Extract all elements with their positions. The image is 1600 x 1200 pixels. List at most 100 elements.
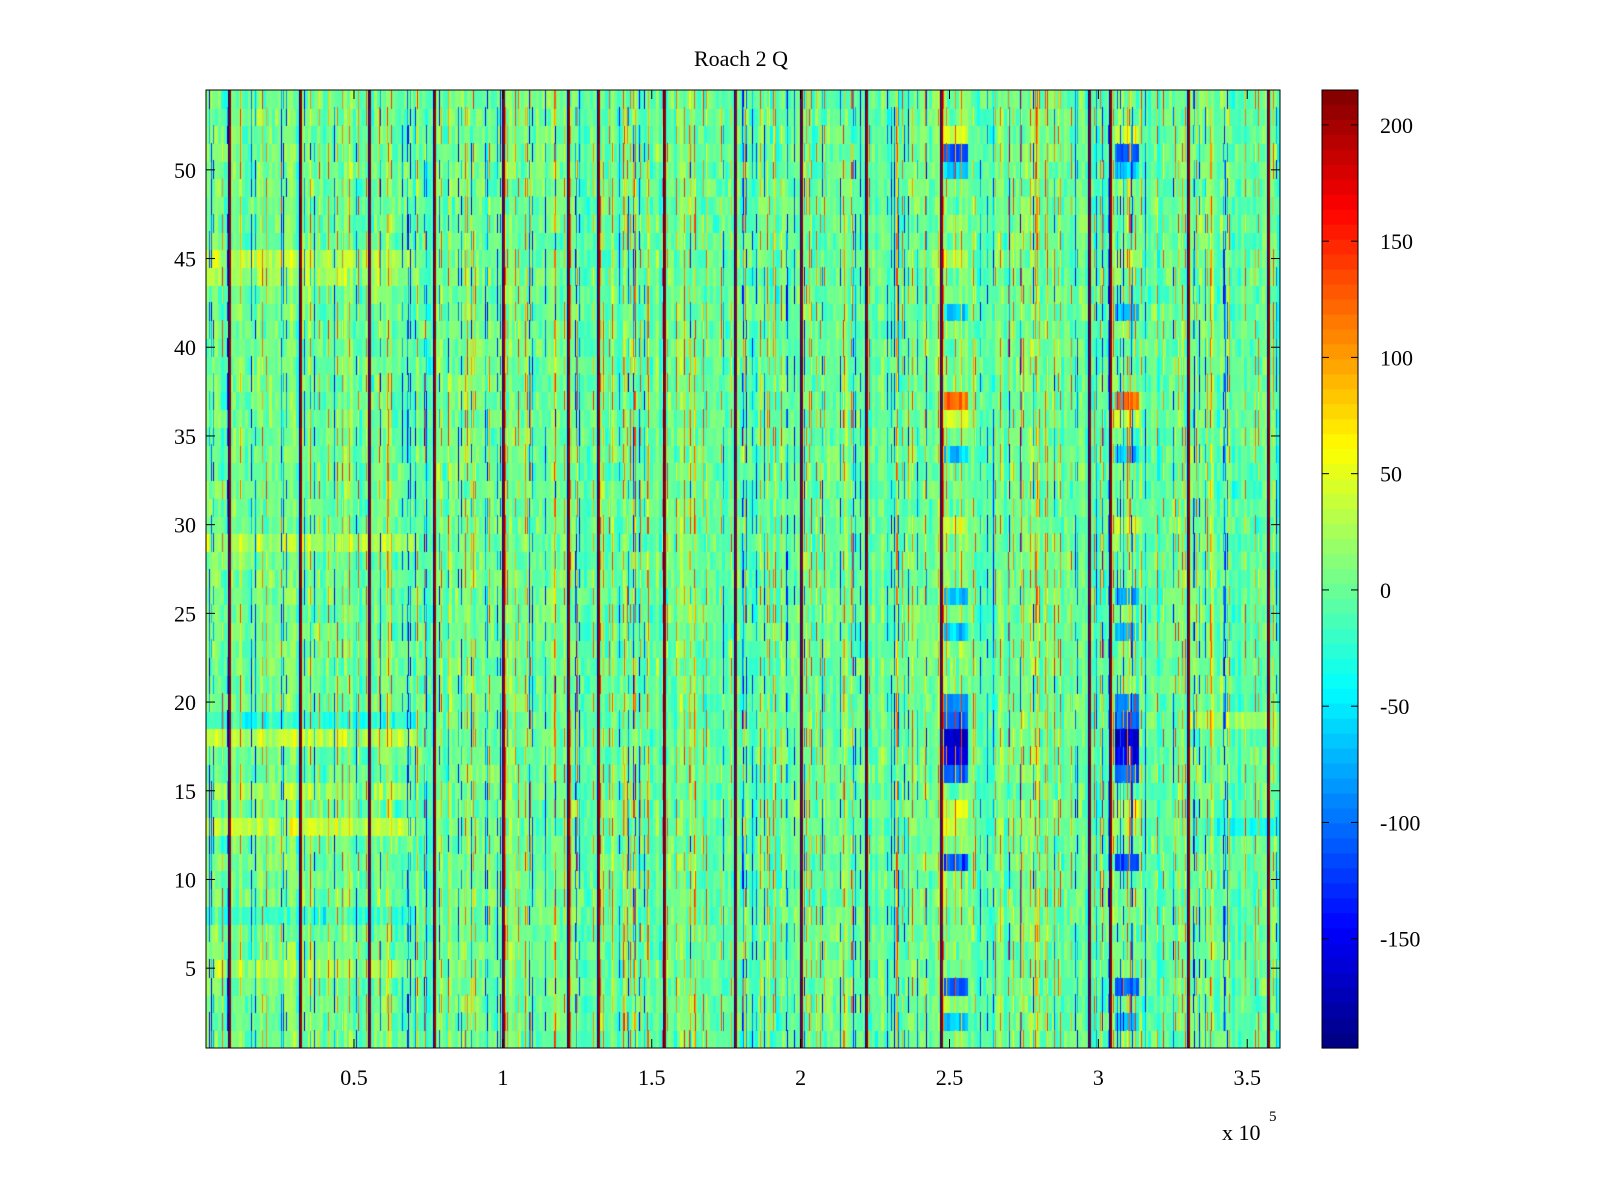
colorbar-segment (1322, 104, 1358, 121)
colorbar-tick-label: -50 (1380, 694, 1409, 719)
colorbar-segment (1322, 778, 1358, 795)
colorbar-segment (1322, 838, 1358, 855)
colorbar-segment (1322, 239, 1358, 256)
colorbar-segment (1322, 868, 1358, 884)
colorbar-segment (1322, 598, 1358, 615)
colorbar-tick-label: 150 (1380, 229, 1413, 254)
y-axis-ticks: 5 10 15 20 25 30 35 40 45 50 (174, 158, 1280, 981)
colorbar-segment (1322, 958, 1358, 974)
heatmap-image (206, 90, 1280, 1048)
colorbar-tick-label: 50 (1380, 462, 1402, 487)
colorbar-segment (1322, 449, 1358, 465)
colorbar-tick-label: -150 (1380, 927, 1420, 952)
colorbar-segment (1322, 718, 1358, 735)
colorbar-segment (1322, 988, 1358, 1004)
x-tick-label: 2.5 (936, 1065, 964, 1090)
colorbar-segment (1322, 224, 1358, 241)
colorbar (1322, 90, 1358, 1049)
colorbar-segment (1322, 389, 1358, 405)
colorbar-segment (1322, 299, 1358, 316)
colorbar-segment (1322, 688, 1358, 705)
colorbar-segment (1322, 284, 1358, 301)
colorbar-segment (1322, 913, 1358, 929)
colorbar-segment (1322, 524, 1358, 540)
colorbar-segment (1322, 194, 1358, 211)
colorbar-segment (1322, 703, 1358, 720)
colorbar-segment (1322, 928, 1358, 944)
colorbar-ticks: 200 150 100 50 0 -50 -100 -150 (1322, 113, 1420, 952)
y-tick-label: 20 (174, 690, 196, 715)
colorbar-segment (1322, 479, 1358, 495)
colorbar-tick-label: 0 (1380, 578, 1391, 603)
colorbar-frame (1321, 89, 1359, 1049)
y-tick-label: 15 (174, 779, 196, 804)
colorbar-tick-label: 100 (1380, 345, 1413, 370)
x-tick-label: 0.5 (340, 1065, 368, 1090)
y-tick-label: 45 (174, 247, 196, 272)
colorbar-segment (1322, 179, 1358, 196)
colorbar-segment (1322, 643, 1358, 660)
colorbar-segment (1322, 539, 1358, 555)
colorbar-segment (1322, 359, 1358, 376)
colorbar-segment (1322, 314, 1358, 331)
colorbar-segment (1322, 119, 1358, 136)
colorbar-segment (1322, 1003, 1358, 1019)
colorbar-segment (1322, 344, 1358, 361)
colorbar-segment (1322, 90, 1358, 106)
colorbar-segment (1322, 464, 1358, 480)
y-tick-label: 5 (185, 956, 196, 981)
colorbar-segment (1322, 209, 1358, 226)
colorbar-segment (1322, 808, 1358, 825)
colorbar-segment (1322, 404, 1358, 420)
colorbar-segment (1322, 134, 1358, 151)
colorbar-segment (1322, 254, 1358, 271)
x-tick-label: 1 (497, 1065, 508, 1090)
colorbar-segment (1322, 973, 1358, 989)
colorbar-segment (1322, 164, 1358, 181)
colorbar-segment (1322, 569, 1358, 585)
plot-frame (205, 89, 1281, 1049)
colorbar-segment (1322, 509, 1358, 525)
colorbar-segment (1322, 1018, 1358, 1034)
colorbar-segment (1322, 673, 1358, 690)
colorbar-segment (1322, 269, 1358, 286)
colorbar-segment (1322, 658, 1358, 675)
colorbar-segment (1322, 853, 1358, 869)
colorbar-segment (1322, 823, 1358, 840)
x-axis-exponent: x 10 5 (1222, 1109, 1277, 1145)
colorbar-segment (1322, 763, 1358, 780)
colorbar-segment (1322, 613, 1358, 630)
colorbar-segment (1322, 748, 1358, 765)
colorbar-segment (1322, 329, 1358, 346)
y-tick-label: 50 (174, 158, 196, 183)
x-axis-ticks: 0.5 1 1.5 2 2.5 3 3.5 (340, 90, 1261, 1090)
colorbar-segment (1322, 494, 1358, 510)
y-tick-label: 25 (174, 601, 196, 626)
y-tick-label: 40 (174, 335, 196, 360)
colorbar-tick-label: 200 (1380, 113, 1413, 138)
colorbar-segment (1322, 419, 1358, 435)
colorbar-segment (1322, 374, 1358, 390)
y-tick-label: 30 (174, 513, 196, 538)
colorbar-segment (1322, 733, 1358, 750)
x-tick-label: 1.5 (638, 1065, 666, 1090)
x-exponent-power: 5 (1269, 1109, 1277, 1125)
colorbar-segment (1322, 583, 1358, 600)
colorbar-segment (1322, 898, 1358, 914)
colorbar-segment (1322, 793, 1358, 810)
colorbar-segment (1322, 554, 1358, 570)
chart-title: Roach 2 Q (694, 46, 788, 71)
colorbar-segment (1322, 149, 1358, 166)
y-tick-label: 35 (174, 424, 196, 449)
y-tick-label: 10 (174, 867, 196, 892)
x-tick-label: 3.5 (1233, 1065, 1261, 1090)
colorbar-segment (1322, 943, 1358, 959)
colorbar-segment (1322, 1033, 1358, 1049)
x-exponent-base: x 10 (1222, 1120, 1261, 1145)
heatmap-plot-area (206, 90, 1280, 1048)
colorbar-segment (1322, 883, 1358, 899)
x-tick-label: 2 (795, 1065, 806, 1090)
colorbar-segment (1322, 628, 1358, 645)
colorbar-segment (1322, 434, 1358, 450)
